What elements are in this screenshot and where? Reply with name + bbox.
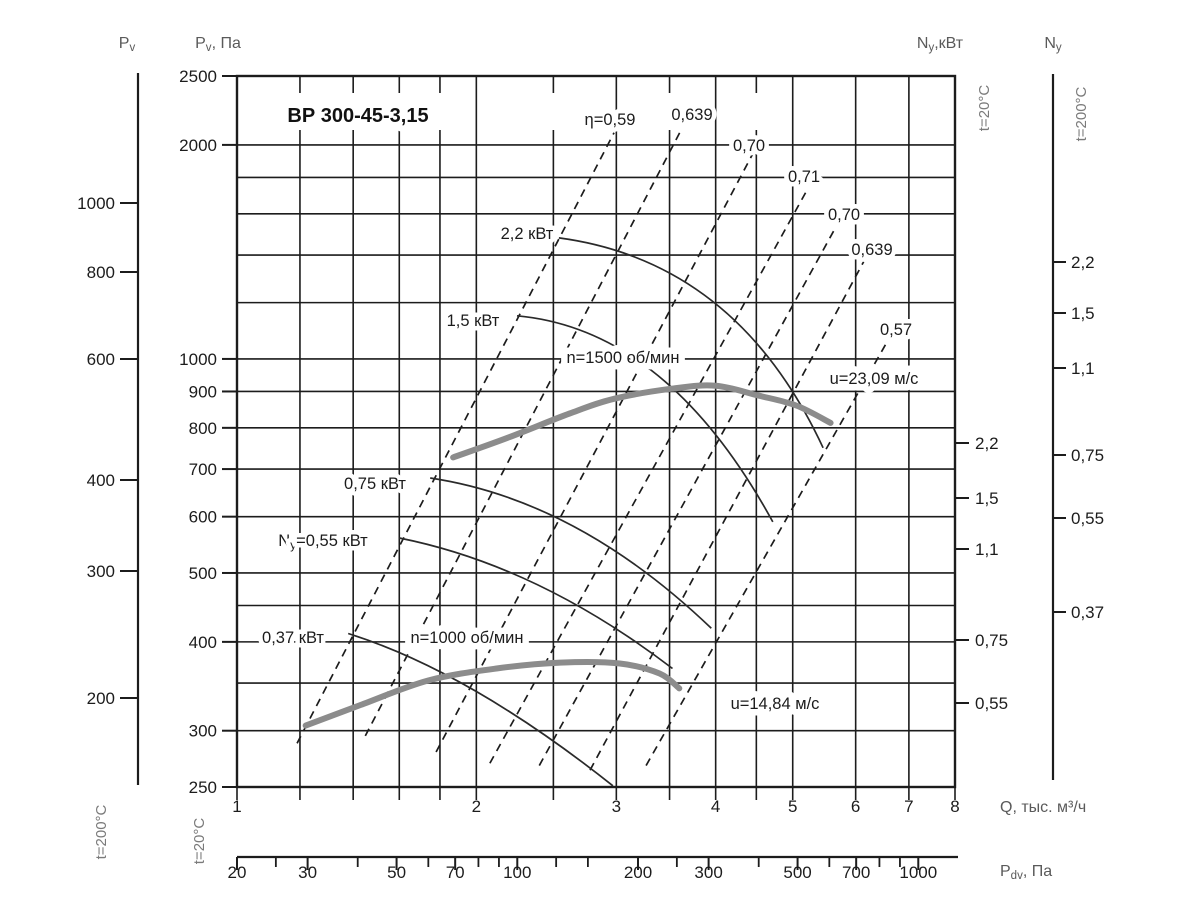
axis-left-outer: 1000 800 600 400 300 200 [77, 73, 140, 785]
svg-text:7: 7 [904, 797, 913, 816]
svg-text:2000: 2000 [179, 136, 217, 155]
power-curve [347, 632, 614, 787]
power-curve [516, 314, 774, 523]
efficiency-lines [296, 129, 887, 771]
svg-text:30: 30 [298, 863, 317, 882]
svg-text:500: 500 [189, 564, 217, 583]
svg-text:1,5: 1,5 [1071, 304, 1095, 323]
eta-label-0639-r: 0,639 [851, 241, 892, 259]
svg-text:1,5: 1,5 [975, 489, 999, 508]
eta-label-057: 0,57 [880, 321, 912, 339]
svg-text:900: 900 [189, 382, 217, 401]
eta-label-071: 0,71 [788, 168, 820, 186]
axis-right-outer: 2,2 1,5 1,1 0,75 0,55 0,37 [1051, 74, 1104, 780]
axis-q-labels: 1 2 3 4 5 6 7 8 [232, 797, 959, 816]
svg-text:300: 300 [189, 722, 217, 741]
plot-grid [236, 75, 956, 788]
svg-text:4: 4 [711, 797, 720, 816]
svg-text:1000: 1000 [899, 863, 937, 882]
svg-text:1000: 1000 [179, 350, 217, 369]
axis-headers: Pv Pv, Па Nу,кВт Nу Q, тыс. м³/ч Pdv, Па [119, 35, 1086, 882]
svg-text:600: 600 [87, 350, 115, 369]
power-curve [558, 237, 824, 449]
svg-text:70: 70 [446, 863, 465, 882]
tip-speed-1000: u=14,84 м/с [731, 695, 820, 713]
svg-text:20: 20 [228, 863, 247, 882]
svg-text:0,37: 0,37 [1071, 603, 1104, 622]
speed-label-1000: n=1000 об/мин [411, 629, 524, 647]
header-ny-inner: Nу,кВт [917, 35, 964, 54]
chart-title: ВР 300-45-3,15 [287, 105, 428, 127]
axis-left-inner: 2500 2000 1000 900 800 700 600 500 400 300 250 [179, 67, 237, 797]
svg-text:200: 200 [87, 689, 115, 708]
power-curve [430, 477, 712, 629]
svg-text:1,1: 1,1 [975, 540, 999, 559]
svg-text:200: 200 [624, 863, 652, 882]
power-label-2-2: 2,2 кВт [501, 225, 554, 243]
header-pv-outer: Pv [119, 35, 136, 54]
power-curves [347, 237, 824, 787]
svg-text:8: 8 [950, 797, 959, 816]
power-curve [399, 537, 674, 670]
fan-curve-path [450, 382, 834, 461]
svg-text:1000: 1000 [77, 194, 115, 213]
svg-text:100: 100 [503, 863, 531, 882]
eta-label-0639-l: 0,639 [671, 106, 712, 124]
header-q-axis: Q, тыс. м³/ч [1000, 799, 1086, 816]
speed-label-1500: n=1500 об/мин [567, 349, 680, 367]
svg-text:800: 800 [189, 419, 217, 438]
svg-text:2,2: 2,2 [1071, 253, 1095, 272]
eta-label-070-l: 0,70 [733, 137, 765, 155]
svg-text:0,55: 0,55 [1071, 509, 1104, 528]
plot-border-ticks [236, 76, 956, 800]
eta-label-070-r: 0,70 [828, 206, 860, 224]
power-label-0-37: 0,37 кВт [262, 629, 324, 647]
svg-text:400: 400 [87, 471, 115, 490]
svg-text:0,75: 0,75 [1071, 446, 1104, 465]
fan-curve-n1500 [450, 382, 834, 461]
header-pdv-axis: Pdv, Па [1000, 863, 1052, 882]
svg-text:250: 250 [189, 778, 217, 797]
power-label-0-55: Nу=0,55 кВт [278, 532, 368, 552]
svg-text:1,1: 1,1 [1071, 359, 1095, 378]
header-pv-inner: Pv, Па [195, 35, 241, 54]
power-label-0-75: 0,75 кВт [344, 475, 406, 493]
plot-frame [235, 74, 957, 789]
svg-text:500: 500 [783, 863, 811, 882]
svg-text:700: 700 [842, 863, 870, 882]
fan-curve-n1000 [302, 659, 683, 729]
power-label-1-5: 1,5 кВт [447, 312, 500, 330]
svg-text:400: 400 [189, 633, 217, 652]
svg-text:300: 300 [694, 863, 722, 882]
temp-left-inner: t=20°C [191, 818, 208, 865]
svg-text:800: 800 [87, 263, 115, 282]
temperature-notes: t=200°C t=20°C t=20°C t=200°C [93, 85, 1090, 865]
temp-right-inner: t=20°C [976, 85, 993, 132]
plot-border [235, 74, 957, 789]
svg-text:2,2: 2,2 [975, 434, 999, 453]
svg-text:600: 600 [189, 508, 217, 527]
header-ny-outer: Nу [1044, 35, 1062, 54]
svg-text:2500: 2500 [179, 67, 217, 86]
fan-curve-path [302, 659, 683, 729]
svg-text:300: 300 [87, 562, 115, 581]
svg-text:50: 50 [387, 863, 406, 882]
temp-right-outer: t=200°C [1073, 86, 1090, 141]
svg-text:3: 3 [612, 797, 621, 816]
svg-text:2: 2 [472, 797, 481, 816]
svg-text:700: 700 [189, 460, 217, 479]
svg-text:5: 5 [788, 797, 797, 816]
svg-text:0,75: 0,75 [975, 631, 1008, 650]
svg-text:0,55: 0,55 [975, 694, 1008, 713]
svg-text:1: 1 [232, 797, 241, 816]
axis-pdv: 20 30 50 70 100 200 300 500 700 1000 [228, 855, 958, 882]
eta-label-059: η=0,59 [585, 111, 636, 129]
axis-right-inner: 2,2 1,5 1,1 0,75 0,55 [955, 434, 1008, 713]
temp-left-outer: t=200°C [93, 804, 110, 859]
svg-text:6: 6 [851, 797, 860, 816]
tip-speed-1500: u=23,09 м/с [830, 370, 919, 388]
